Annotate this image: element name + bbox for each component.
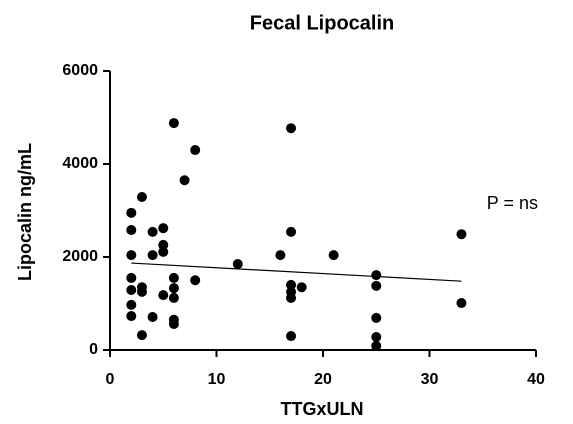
data-point [296, 282, 307, 293]
x-axis-label: TTGxULN [281, 399, 364, 419]
data-point [126, 207, 137, 218]
data-point [371, 312, 382, 323]
data-point [190, 145, 201, 156]
data-point [126, 311, 137, 322]
y-tick-label: 0 [89, 341, 98, 358]
x-tick-label: 30 [421, 371, 439, 388]
data-point [232, 258, 243, 269]
data-point [147, 311, 158, 322]
data-point [126, 272, 137, 283]
x-tick-label: 10 [208, 371, 226, 388]
data-point [190, 275, 201, 286]
data-point [456, 298, 467, 309]
data-point [158, 223, 169, 234]
data-point [168, 318, 179, 329]
y-tick-label: 2000 [62, 248, 98, 265]
data-point [275, 250, 286, 261]
data-point [168, 118, 179, 129]
data-point [136, 286, 147, 297]
data-point [147, 250, 158, 261]
x-tick-label: 40 [527, 371, 545, 388]
data-point [371, 340, 382, 351]
x-tick-label: 0 [106, 371, 115, 388]
data-point [286, 292, 297, 303]
y-axis-label: Lipocalin ng/mL [15, 143, 35, 281]
data-point [126, 299, 137, 310]
x-tick-label: 20 [314, 371, 332, 388]
data-point [286, 331, 297, 342]
data-point [158, 290, 169, 301]
data-point [286, 279, 297, 290]
data-point [328, 250, 339, 261]
data-point [371, 280, 382, 291]
y-tick-label: 4000 [62, 155, 98, 172]
data-point [147, 226, 158, 237]
data-point [126, 285, 137, 296]
data-point [126, 225, 137, 236]
data-point [286, 226, 297, 237]
data-point [158, 246, 169, 257]
y-tick-label: 6000 [62, 62, 98, 79]
data-point [168, 292, 179, 303]
data-point [158, 239, 169, 250]
regression-line [131, 262, 462, 282]
data-point [168, 283, 179, 294]
data-point [136, 192, 147, 203]
annotation: P = ns [487, 193, 538, 213]
data-point [371, 270, 382, 281]
data-point [179, 175, 190, 186]
data-point [456, 229, 467, 240]
data-point [136, 330, 147, 341]
data-point [168, 272, 179, 283]
data-point [126, 250, 137, 261]
data-point [371, 331, 382, 342]
data-point [286, 123, 297, 134]
chart-title: Fecal Lipocalin [250, 12, 394, 34]
